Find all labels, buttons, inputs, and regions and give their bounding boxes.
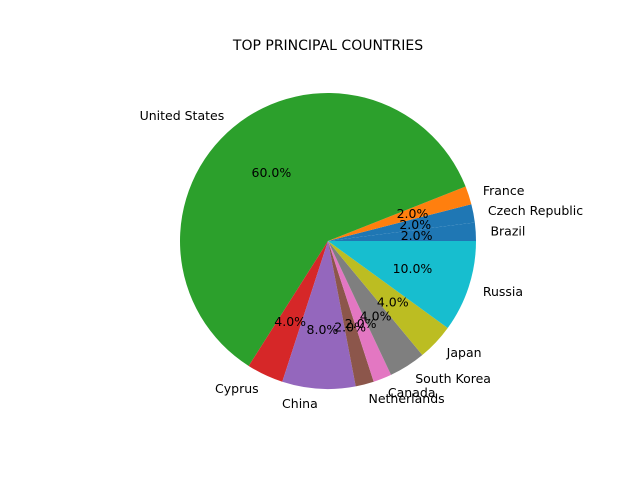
pie-percent-japan: 4.0% (377, 294, 409, 309)
pie-percent-netherlands: 2.0% (334, 320, 366, 335)
pie-labels: Brazil Czech Republic France United States C… (140, 108, 584, 411)
pie-percent-cyprus: 4.0% (274, 314, 306, 329)
pie-slice-czech-republic (328, 204, 475, 241)
pie-percent-czech-republic: 2.0% (399, 217, 431, 232)
pie-label-czech-republic: Czech Republic (488, 203, 583, 218)
pie-percent-russia: 10.0% (393, 261, 433, 276)
pie-label-france: France (483, 183, 525, 198)
pie-percent-south-korea: 4.0% (360, 308, 392, 323)
pie-percent-canada: 2.0% (345, 316, 377, 331)
pie-slices (180, 92, 476, 390)
chart-title: TOP PRINCIPAL COUNTRIES (232, 38, 423, 54)
pie-slice-france (328, 186, 472, 241)
pie-label-netherlands: Netherlands (368, 391, 444, 406)
pie-label-japan: Japan (446, 345, 482, 360)
pie-slice-cyprus (248, 241, 328, 382)
pie-slice-south-korea (328, 241, 423, 375)
pie-slice-brazil (328, 222, 476, 241)
pie-label-canada: Canada (388, 385, 436, 400)
pie-slice-china (282, 241, 356, 390)
pie-slice-japan (328, 241, 448, 356)
pie-label-china: China (282, 396, 318, 411)
pie-label-united-states: United States (140, 108, 225, 123)
pie-slice-canada (328, 241, 392, 382)
pie-percent-china: 8.0% (307, 322, 339, 337)
pie-label-cyprus: Cyprus (215, 381, 259, 396)
pie-label-russia: Russia (483, 284, 523, 299)
pie-percent-labels: 2.0%2.0%2.0%60.0%4.0%8.0%2.0%2.0%4.0%4.0… (252, 165, 433, 337)
pie-label-south-korea: South Korea (415, 371, 491, 386)
pie-percent-brazil: 2.0% (401, 228, 433, 243)
pie-slice-russia (328, 241, 476, 328)
pie-slice-netherlands (328, 241, 374, 387)
pie-label-brazil: Brazil (490, 223, 525, 238)
pie-percent-france: 2.0% (397, 206, 429, 221)
pie-percent-united-states: 60.0% (252, 165, 292, 180)
pie-slice-united-states (180, 92, 466, 366)
